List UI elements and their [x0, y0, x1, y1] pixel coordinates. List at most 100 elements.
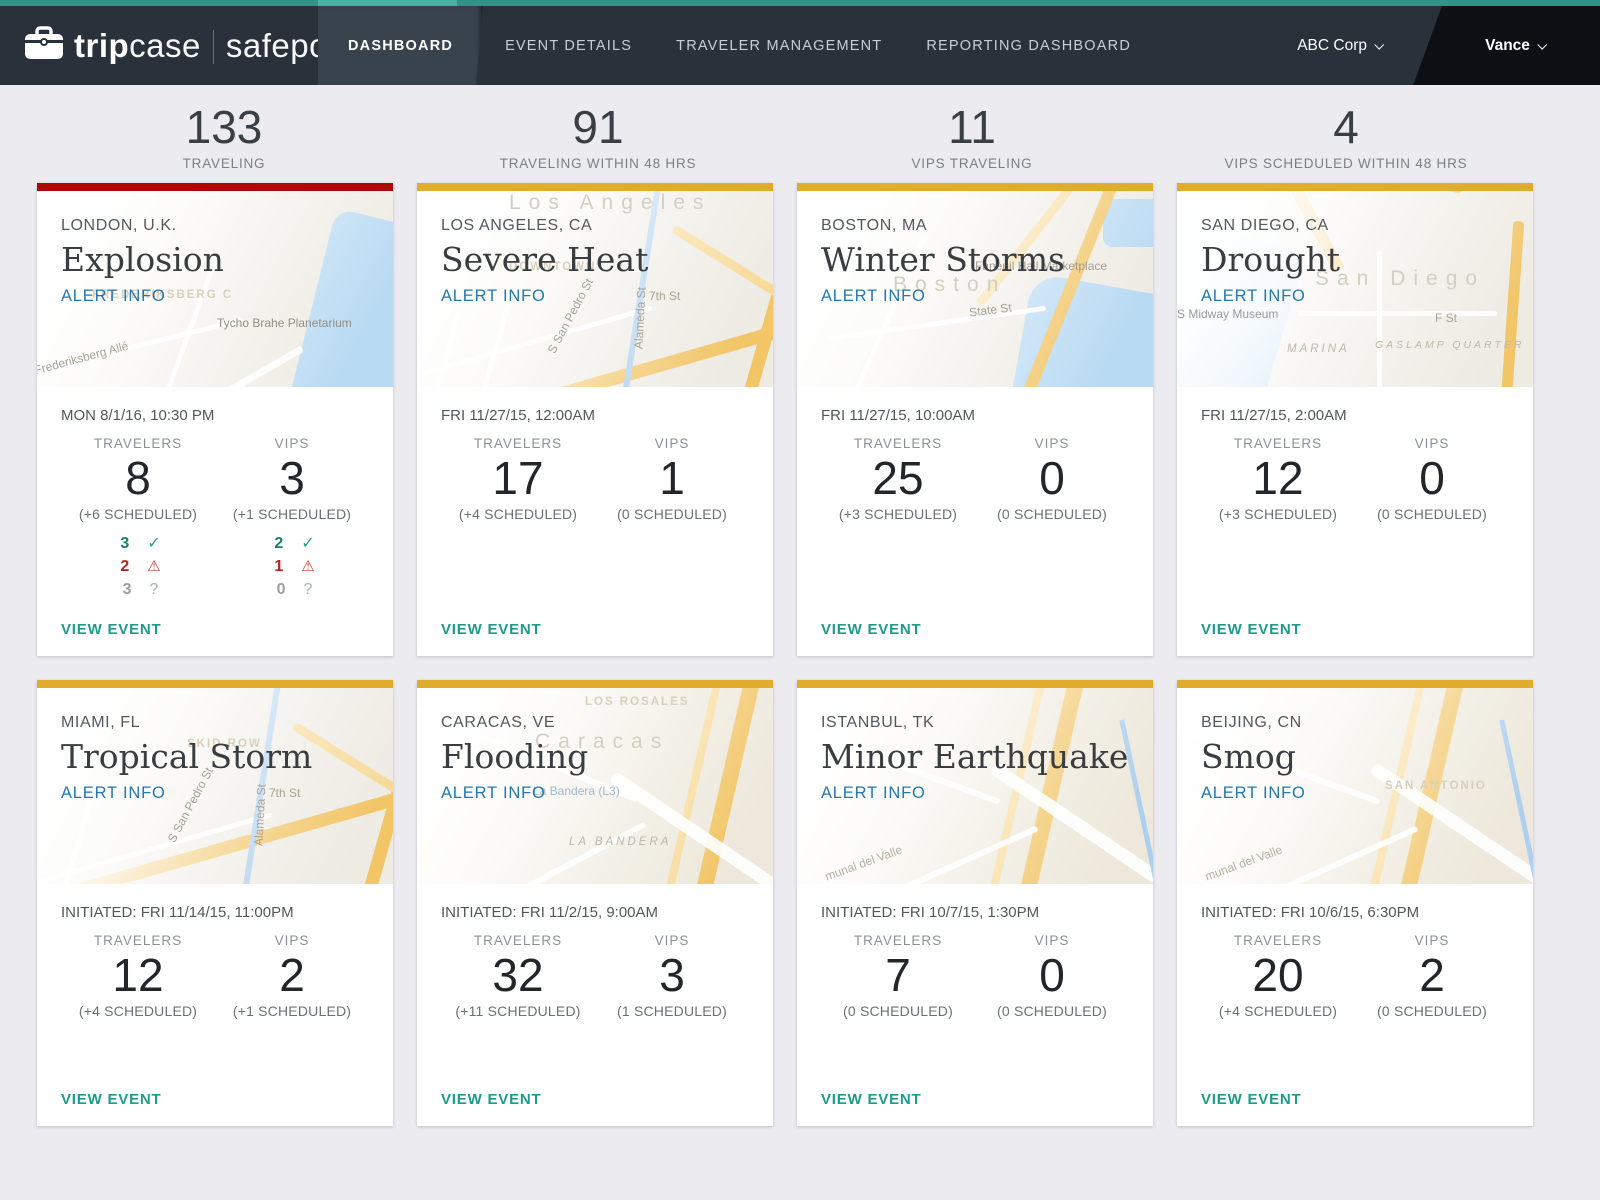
vips-count: 1: [659, 451, 685, 504]
view-event-link[interactable]: VIEW EVENT: [821, 1090, 922, 1108]
severity-bar: [797, 182, 1153, 191]
severity-bar: [417, 679, 773, 688]
travelers-count: 17: [492, 451, 544, 504]
vips-stat: VIPS 0 (0 SCHEDULED): [975, 436, 1129, 522]
event-location: MIAMI, FL: [61, 713, 141, 731]
event-date: FRI 11/27/15, 10:00AM: [821, 406, 975, 424]
vips-stat: VIPS 0 (0 SCHEDULED): [1355, 436, 1509, 522]
question-icon: ?: [149, 581, 159, 599]
chevron-down-icon: [1537, 39, 1548, 50]
event-location: BOSTON, MA: [821, 216, 928, 234]
severity-bar: [1177, 679, 1533, 688]
tab-dashboard[interactable]: DASHBOARD: [318, 6, 483, 85]
travelers-status: 3 ✓ 2 ⚠ 3?: [61, 532, 215, 602]
alert-info-link[interactable]: ALERT INFO: [821, 286, 926, 305]
event-details-panel: INITIATED: FRI 10/7/15, 1:30PM TRAVELERS…: [797, 884, 1153, 1126]
event-date: INITIATED: FRI 10/7/15, 1:30PM: [821, 903, 1040, 921]
warning-icon: ⚠: [147, 557, 161, 575]
severity-bar: [417, 182, 773, 191]
event-location: CARACAS, VE: [441, 713, 556, 731]
question-icon: ?: [303, 581, 313, 599]
event-details-panel: FRI 11/27/15, 2:00AM TRAVELERS 12 (+3 SC…: [1177, 387, 1533, 656]
alert-info-link[interactable]: ALERT INFO: [821, 783, 926, 802]
travelers-count: 12: [1252, 451, 1304, 504]
warning-icon: ⚠: [301, 557, 315, 575]
event-location: ISTANBUL, TK: [821, 713, 935, 731]
event-map: Boston Faneuil Hall Marketplace State St…: [797, 190, 1153, 387]
vips-stat: VIPS 3 (1 SCHEDULED): [595, 933, 749, 1019]
view-event-link[interactable]: VIEW EVENT: [821, 620, 922, 638]
nav-tabs: DASHBOARD EVENT DETAILS TRAVELER MANAGEM…: [318, 6, 1153, 85]
event-title: Flooding: [441, 736, 589, 776]
tab-traveler-management[interactable]: TRAVELER MANAGEMENT: [676, 37, 883, 54]
travelers-stat: TRAVELERS 8 (+6 SCHEDULED) 3 ✓ 2 ⚠ 3?: [61, 436, 215, 602]
vips-count: 2: [279, 948, 305, 1001]
event-details-panel: MON 8/1/16, 10:30 PM TRAVELERS 8 (+6 SCH…: [37, 387, 393, 656]
event-title: Severe Heat: [441, 239, 649, 279]
event-location: SAN DIEGO, CA: [1201, 216, 1329, 234]
event-title: Tropical Storm: [61, 736, 313, 776]
alert-info-link[interactable]: ALERT INFO: [1201, 783, 1306, 802]
vips-count: 3: [279, 451, 305, 504]
user-menu[interactable]: Vance: [1430, 6, 1600, 85]
event-location: BEIJING, CN: [1201, 713, 1302, 731]
event-card-la-severe-heat: Los Angeles DOWNTOWN S San Pedro St Alam…: [417, 182, 773, 656]
event-card-caracas-flooding: Caracas LOS ROSALES La Bandera (L3) LA B…: [417, 679, 773, 1126]
account-selector[interactable]: ABC Corp: [1297, 6, 1385, 85]
vips-status: 2 ✓ 1 ⚠ 0?: [215, 532, 369, 602]
travelers-count: 25: [872, 451, 924, 504]
event-card-boston-winter-storms: Boston Faneuil Hall Marketplace State St…: [797, 182, 1153, 656]
travelers-count: 7: [885, 948, 911, 1001]
alert-info-link[interactable]: ALERT INFO: [441, 783, 546, 802]
severity-bar: [37, 182, 393, 191]
event-date: INITIATED: FRI 11/2/15, 9:00AM: [441, 903, 659, 921]
stat-traveling: 133 TRAVELING: [182, 101, 266, 171]
view-event-link[interactable]: VIEW EVENT: [1201, 620, 1302, 638]
event-details-panel: FRI 11/27/15, 12:00AM TRAVELERS 17 (+4 S…: [417, 387, 773, 656]
view-event-link[interactable]: VIEW EVENT: [441, 1090, 542, 1108]
tab-reporting-dashboard[interactable]: REPORTING DASHBOARD: [926, 37, 1131, 54]
chevron-down-icon: [1374, 39, 1385, 50]
event-cards-row-1: FREDERIKSBERG C Tycho Brahe Planetarium …: [37, 182, 1533, 656]
vips-stat: VIPS 2 (+1 SCHEDULED): [215, 933, 369, 1019]
view-event-link[interactable]: VIEW EVENT: [1201, 1090, 1302, 1108]
stat-vips-48: 4 VIPS SCHEDULED WITHIN 48 HRS: [1224, 101, 1468, 171]
app-logo[interactable]: tripcasesafepointTM: [0, 6, 380, 85]
event-title: Explosion: [61, 239, 224, 279]
vips-count: 3: [659, 948, 685, 1001]
travelers-stat: TRAVELERS 17 (+4 SCHEDULED): [441, 436, 595, 522]
vips-count: 0: [1039, 948, 1065, 1001]
event-card-san-diego-drought: San Diego S Midway Museum MARINA GASLAMP…: [1177, 182, 1533, 656]
vips-stat: VIPS 3 (+1 SCHEDULED) 2 ✓ 1 ⚠ 0?: [215, 436, 369, 602]
view-event-link[interactable]: VIEW EVENT: [441, 620, 542, 638]
tab-event-details[interactable]: EVENT DETAILS: [505, 37, 633, 54]
view-event-link[interactable]: VIEW EVENT: [61, 620, 162, 638]
top-accent-strip: [0, 0, 1600, 6]
event-map: munal del Valle ISTANBUL, TK Minor Earth…: [797, 687, 1153, 884]
event-card-beijing-smog: SAN ANTONIO munal del Valle BEIJING, CN …: [1177, 679, 1533, 1126]
event-details-panel: INITIATED: FRI 10/6/15, 6:30PM TRAVELERS…: [1177, 884, 1533, 1126]
event-cards-row-2: SKID ROW S San Pedro St Alameda St 7th S…: [37, 679, 1533, 1126]
view-event-link[interactable]: VIEW EVENT: [61, 1090, 162, 1108]
event-details-panel: FRI 11/27/15, 10:00AM TRAVELERS 25 (+3 S…: [797, 387, 1153, 656]
vips-stat: VIPS 0 (0 SCHEDULED): [975, 933, 1129, 1019]
event-title: Winter Storms: [821, 239, 1065, 279]
alert-info-link[interactable]: ALERT INFO: [61, 783, 166, 802]
travelers-stat: TRAVELERS 12 (+3 SCHEDULED): [1201, 436, 1355, 522]
alert-info-link[interactable]: ALERT INFO: [61, 286, 166, 305]
event-date: FRI 11/27/15, 12:00AM: [441, 406, 595, 424]
travelers-stat: TRAVELERS 25 (+3 SCHEDULED): [821, 436, 975, 522]
event-title: Drought: [1201, 239, 1340, 279]
alert-info-link[interactable]: ALERT INFO: [1201, 286, 1306, 305]
stat-vips-traveling: 11 VIPS TRAVELING: [911, 101, 1033, 171]
event-title: Smog: [1201, 736, 1296, 776]
event-title: Minor Earthquake: [821, 736, 1129, 776]
travelers-stat: TRAVELERS 20 (+4 SCHEDULED): [1201, 933, 1355, 1019]
severity-bar: [1177, 182, 1533, 191]
event-location: LOS ANGELES, CA: [441, 216, 593, 234]
active-tab-accent: [318, 0, 457, 6]
travelers-count: 8: [125, 451, 151, 504]
severity-bar: [37, 679, 393, 688]
event-card-istanbul-minor-earthquake: munal del Valle ISTANBUL, TK Minor Earth…: [797, 679, 1153, 1126]
alert-info-link[interactable]: ALERT INFO: [441, 286, 546, 305]
